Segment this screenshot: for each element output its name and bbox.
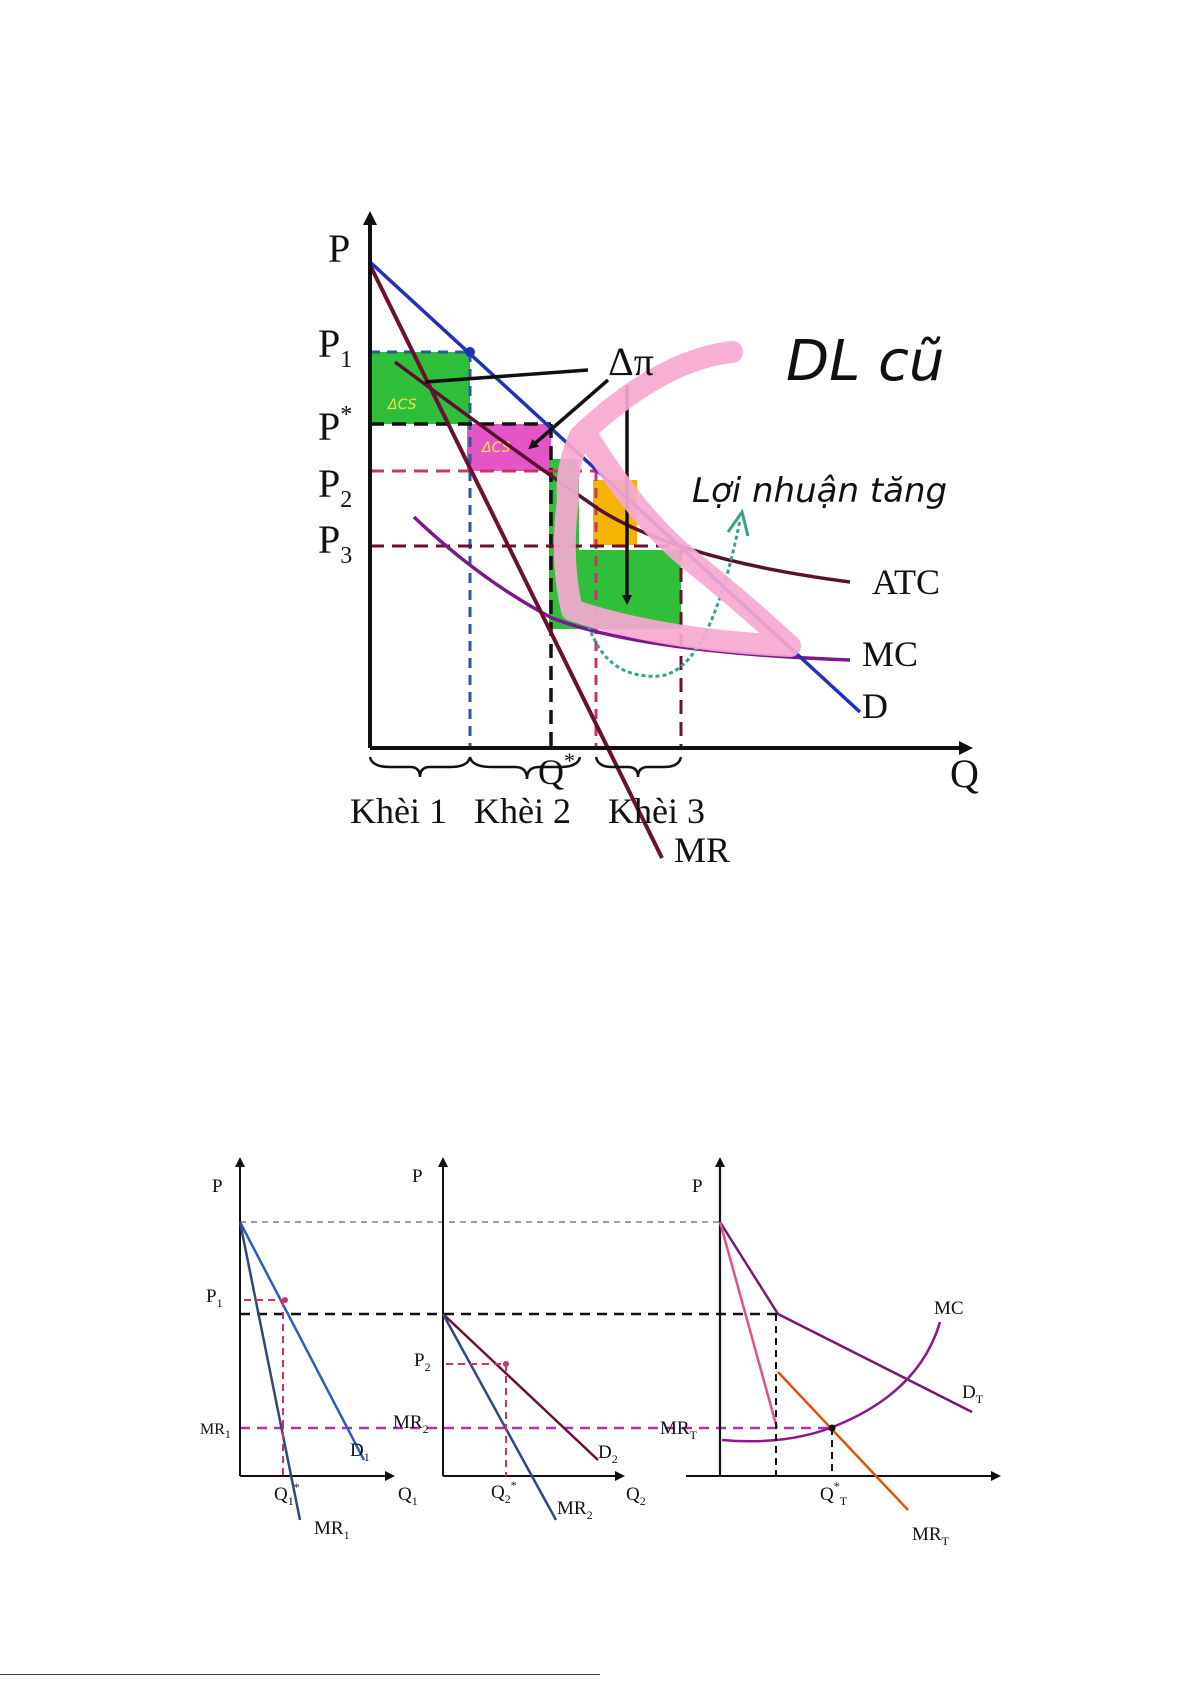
- label-delta-pi: Δπ: [608, 339, 654, 384]
- panel3-mrt-line: [777, 1371, 909, 1511]
- panel1-q1-axis: Q1: [398, 1484, 418, 1508]
- panel2-point: [503, 1361, 509, 1367]
- panel1-q1star: Q1*: [274, 1480, 300, 1508]
- brace-block1: [368, 756, 472, 778]
- panel3-mrt: MRT: [660, 1418, 698, 1442]
- bottom-price-discrimination-diagram: P P1 MR1 D1 Q1* Q1 MR1 P P2 MR2 D2 Q2* Q…: [200, 1157, 1001, 1548]
- panel3-p: P: [692, 1176, 703, 1197]
- panel2-d2: D2: [598, 1442, 618, 1466]
- panel2-p: P: [412, 1166, 423, 1187]
- panel1-mr1-line: [238, 1221, 302, 1521]
- panel2-q2-axis: Q2: [626, 1484, 646, 1508]
- panel2-mr2-line: [441, 1313, 558, 1521]
- top-axis-p: P: [328, 226, 350, 271]
- panel1-d1: D1: [350, 1440, 370, 1464]
- panel2-d2-line: [442, 1313, 599, 1461]
- profit-arrow-head: [726, 508, 750, 537]
- panel3-pink-mr-segment: [718, 1221, 779, 1429]
- brace-block2: [468, 756, 582, 780]
- panel3-mrt-line-label: MRT: [912, 1524, 950, 1548]
- panel-2: P P2 MR2 D2 Q2* Q2 MR2: [393, 1157, 646, 1522]
- footer-rule: [0, 1674, 600, 1675]
- panel2-p2: P2: [414, 1350, 431, 1374]
- note-dl: DL cũ: [786, 329, 944, 394]
- label-p1: P1: [318, 321, 352, 373]
- label-mc: MC: [862, 634, 918, 674]
- panel1-point: [282, 1297, 288, 1303]
- acs-label: ΔCS: [387, 397, 417, 413]
- panel1-p: P: [212, 1176, 223, 1197]
- panel-3: P MC DT MRT Q*T MRT: [660, 1157, 1001, 1548]
- mr-line: [368, 264, 664, 859]
- label-mr: MR: [674, 830, 730, 870]
- panel2-mr2: MR2: [393, 1412, 429, 1436]
- delta-pi-pointer-2: [528, 378, 610, 450]
- demand-point-p1: [465, 347, 475, 357]
- panel3-dt: DT: [962, 1382, 984, 1406]
- panel1-d1-line: [238, 1221, 366, 1461]
- label-block3: Khèi 3: [608, 791, 705, 831]
- label-block1: Khèi 1: [350, 791, 447, 831]
- label-atc: ATC: [872, 562, 940, 602]
- panel3-mc: MC: [934, 1298, 964, 1319]
- panel1-mr1: MR1: [200, 1421, 231, 1441]
- top-axis-q: Q: [950, 751, 979, 796]
- panel3-mc-curve: [721, 1321, 942, 1443]
- label-p3: P3: [318, 517, 352, 569]
- label-d: D: [862, 686, 888, 726]
- delta-pi-pointer-1: [424, 368, 589, 384]
- panel1-mr1-line-label: MR1: [314, 1518, 350, 1542]
- note-profit: Lợi nhuận tăng: [692, 471, 947, 511]
- brace-block3: [594, 756, 683, 778]
- pink-highlight-stroke: [553, 341, 801, 657]
- label-block2: Khèi 2: [474, 791, 571, 831]
- panel-1: P P1 MR1 D1 Q1* Q1 MR1: [200, 1157, 418, 1542]
- label-qstar: Q*: [538, 748, 575, 792]
- panel2-q2star: Q2*: [491, 1478, 517, 1506]
- label-p2: P2: [318, 461, 352, 513]
- panel1-p1: P1: [206, 1286, 223, 1310]
- panel2-mr2-line-label: MR2: [557, 1498, 593, 1522]
- atc-curve: [393, 360, 851, 584]
- top-monopoly-diagram: ΔCS ΔCS P Q P1: [318, 211, 979, 870]
- acs2-label: ΔCS: [481, 440, 511, 456]
- panel3-point: [828, 1424, 836, 1432]
- label-pstar: P*: [318, 402, 352, 449]
- panel3-qt: Q*T: [820, 1479, 848, 1508]
